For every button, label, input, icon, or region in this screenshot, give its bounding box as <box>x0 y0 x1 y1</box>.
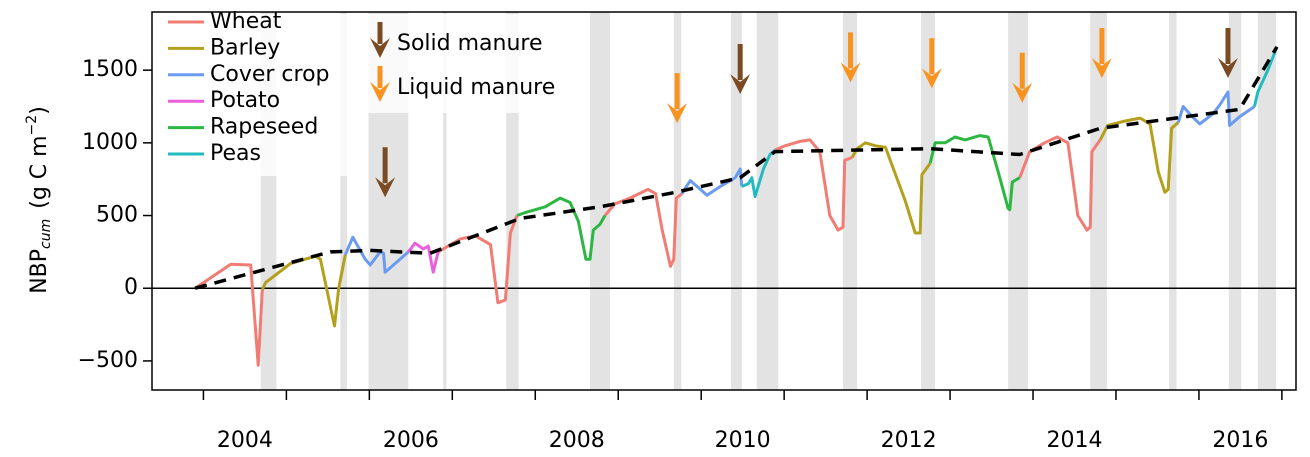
y-label-main: NBP <box>27 249 52 294</box>
manure-arrow <box>375 147 396 198</box>
y-label-unit: (g C m <box>27 135 52 208</box>
shaded-period <box>1008 12 1029 390</box>
x-tick-label: 2016 <box>1212 428 1268 453</box>
shaded-period <box>921 12 936 390</box>
shaded-period <box>1169 12 1177 390</box>
manure-legend-arrow <box>370 66 390 102</box>
y-axis-label: NBPcum (g C m−2) <box>24 106 54 294</box>
manure-legend-arrow-head <box>370 82 390 102</box>
x-tick-label: 2008 <box>549 428 605 453</box>
y-label-subscript: cum <box>38 219 54 249</box>
manure-arrow-head <box>1012 82 1033 103</box>
manure-arrow-head <box>840 62 861 83</box>
manure-arrow-head <box>921 68 942 89</box>
x-tick-label: 2014 <box>1047 428 1103 453</box>
manure-arrow <box>921 38 942 89</box>
y-tick-label: 500 <box>96 203 138 228</box>
y-tick-label: 1000 <box>82 130 138 155</box>
manure-arrow <box>1217 28 1238 78</box>
legend-label: Peas <box>210 141 261 166</box>
manure-legend-label: Liquid manure <box>397 75 555 100</box>
series-line <box>343 90 1256 274</box>
legend-label: Barley <box>210 35 280 60</box>
shaded-period <box>1228 12 1242 390</box>
y-label-close: ) <box>27 106 52 115</box>
shaded-period <box>340 12 347 390</box>
y-label-superscript: −2 <box>24 115 40 136</box>
x-tick-label: 2006 <box>383 428 439 453</box>
manure-arrow <box>730 44 751 95</box>
series-line <box>260 116 1180 328</box>
x-tick-label: 2010 <box>715 428 771 453</box>
manure-arrow <box>840 32 861 83</box>
manure-arrow-head <box>1091 58 1112 78</box>
legend-background <box>154 14 360 176</box>
y-tick-label: 1500 <box>82 57 138 82</box>
legend-label: Cover crop <box>210 62 330 87</box>
manure-legend-arrow-head <box>370 38 390 58</box>
plot-frame <box>151 11 1297 391</box>
series-line <box>516 134 1021 261</box>
manure-arrow <box>1091 28 1112 78</box>
manure-arrow-head <box>375 177 396 198</box>
shaded-period <box>1257 12 1277 390</box>
shaded-period <box>590 12 610 390</box>
trend-line <box>194 46 1279 290</box>
manure-arrow-head <box>730 74 751 95</box>
legend-label: Rapeseed <box>210 115 318 140</box>
y-tick-label: −500 <box>78 348 138 373</box>
manure-arrow <box>1012 52 1033 103</box>
x-tick-label: 2012 <box>881 428 937 453</box>
shaded-period <box>731 12 742 390</box>
legend-label: Wheat <box>210 9 282 34</box>
manure-legend-background <box>360 14 590 113</box>
manure-arrow <box>667 73 688 124</box>
legend-label: Potato <box>210 88 280 113</box>
x-tick-label: 2004 <box>217 428 273 453</box>
shaded-period <box>843 12 858 390</box>
manure-arrow-head <box>1217 58 1238 78</box>
series-line <box>407 241 440 274</box>
manure-legend-arrow <box>370 22 390 58</box>
shaded-period <box>443 12 447 390</box>
shaded-period <box>1090 12 1107 390</box>
shaded-period <box>756 12 779 390</box>
manure-arrow-head <box>667 103 688 124</box>
manure-legend-label: Solid manure <box>397 31 543 56</box>
series-line <box>741 46 1279 199</box>
y-tick-label: 0 <box>124 275 138 300</box>
series-line <box>194 135 1102 367</box>
